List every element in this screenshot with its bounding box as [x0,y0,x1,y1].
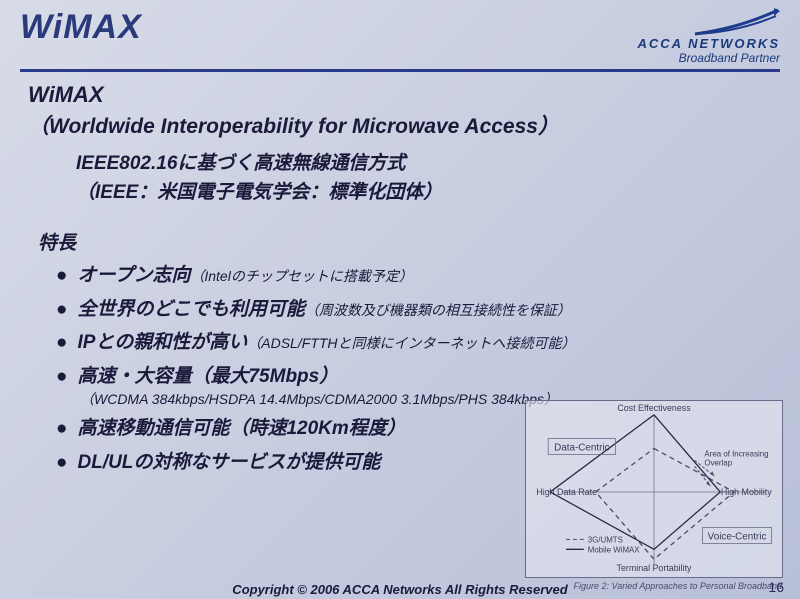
svg-text:High Data Rate: High Data Rate [536,487,597,497]
svg-text:Voice-Centric: Voice-Centric [708,531,767,542]
svg-text:3G/UMTS: 3G/UMTS [588,535,623,544]
desc-line-1: IEEE802.16に基づく高速無線通信方式 [76,148,772,175]
radar-diagram: Cost EffectivenessHigh MobilityTerminal … [525,400,783,578]
feature-note: （周波数及び機器類の相互接続性を保証） [305,302,571,318]
feature-main: 高速移動通信可能（時速120Km程度） [77,418,405,439]
feature-main: IPとの親和性が高い [77,332,247,353]
desc-line-2: （IEEE：米国電子電気学会：標準化団体） [76,177,772,204]
feature-item: オープン志向（Intelのチップセットに搭載予定） [56,263,772,289]
logo-company-name: ACCA NETWORKS [637,36,780,51]
slide-title: WiMAX [20,8,142,47]
feature-main: オープン志向 [77,265,190,286]
svg-text:Cost Effectiveness: Cost Effectiveness [617,403,691,413]
svg-text:Area of Increasing: Area of Increasing [704,449,768,458]
content-fullname: （Worldwide Interoperability for Microwav… [28,110,772,140]
svg-text:Overlap: Overlap [704,458,732,467]
feature-item: 全世界のどこでも利用可能（周波数及び機器類の相互接続性を保証） [56,297,772,323]
logo-swoosh-icon [690,8,780,36]
content-subtitle: WiMAX [28,82,772,108]
feature-main: 全世界のどこでも利用可能 [77,299,304,320]
svg-text:Data-Centric: Data-Centric [554,442,609,453]
logo-tagline: Broadband Partner [637,51,780,65]
slide-header: WiMAX ACCA NETWORKS Broadband Partner [0,0,800,65]
feature-note: （ADSL/FTTHと同様にインターネットへ接続可能） [247,335,575,351]
logo-block: ACCA NETWORKS Broadband Partner [637,8,780,65]
feature-main: 高速・大容量（最大75Mbps） [77,366,338,387]
svg-text:Terminal Portability: Terminal Portability [617,563,693,573]
diagram-caption: Figure 2: Varied Approaches to Personal … [574,581,782,591]
feature-note: （Intelのチップセットに搭載予定） [190,268,412,284]
feature-main: DL/ULの対称なサービスが提供可能 [77,452,380,473]
feature-item: IPとの親和性が高い（ADSL/FTTHと同様にインターネットへ接続可能） [56,330,772,356]
features-heading: 特長 [38,228,772,255]
svg-text:Mobile WiMAX: Mobile WiMAX [588,545,641,554]
footer-copyright: Copyright © 2006 ACCA Networks All Right… [232,582,567,597]
page-number: 16 [768,579,784,595]
